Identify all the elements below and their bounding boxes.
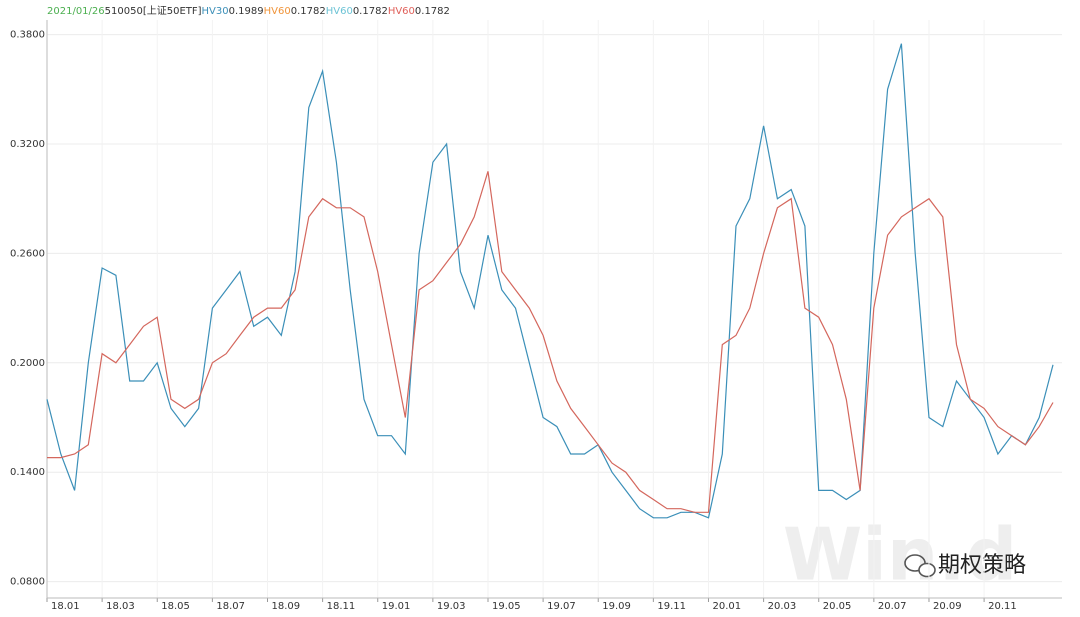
legend-name: HV30 [202,6,229,17]
series-line [46,43,1054,519]
legend-latest: 0.1782 [415,6,450,17]
legend-name: HV60 [326,6,353,17]
y-tick-label: 0.3800 [10,30,45,41]
x-tick-label: 20.05 [823,601,852,612]
x-tick-label: 18.03 [106,601,135,612]
x-tick-label: 19.05 [492,601,521,612]
series-line [47,171,1054,513]
x-tick-label: 19.03 [437,601,466,612]
legend-latest: 0.1782 [291,6,326,17]
x-tick-label: 18.01 [51,601,80,612]
x-tick-label: 20.09 [933,601,962,612]
y-tick-label: 0.3200 [10,139,45,150]
watermark: Win.d [783,513,1017,597]
x-tick-label: 18.09 [271,601,300,612]
y-tick-label: 0.2600 [10,248,45,259]
brand: 期权策略 [938,553,1026,578]
header-date: 2021/01/26 [47,6,105,17]
header-code: 510050[上证50ETF] [105,5,202,17]
y-tick-label: 0.2000 [10,358,45,369]
x-tick-label: 20.03 [768,601,797,612]
y-tick-label: 0.0800 [10,577,45,588]
legend-latest: 0.1989 [229,6,264,17]
legend-latest: 0.1782 [353,6,388,17]
x-tick-label: 18.11 [327,601,356,612]
x-tick-label: 19.11 [657,601,686,612]
x-tick-label: 18.07 [216,601,245,612]
y-tick-label: 0.1400 [10,467,45,478]
x-tick-label: 20.01 [712,601,741,612]
legend-name: HV60 [388,6,415,17]
brand-icon [904,554,936,578]
x-tick-label: 19.09 [602,601,631,612]
x-tick-label: 19.01 [382,601,411,612]
header: 2021/01/26510050[上证50ETF]HV300.1989HV600… [47,5,450,17]
x-tick-label: 20.07 [878,601,907,612]
legend-name: HV60 [264,6,291,17]
x-tick-label: 18.05 [161,601,190,612]
x-tick-label: 19.07 [547,601,576,612]
x-tick-label: 20.11 [988,601,1017,612]
